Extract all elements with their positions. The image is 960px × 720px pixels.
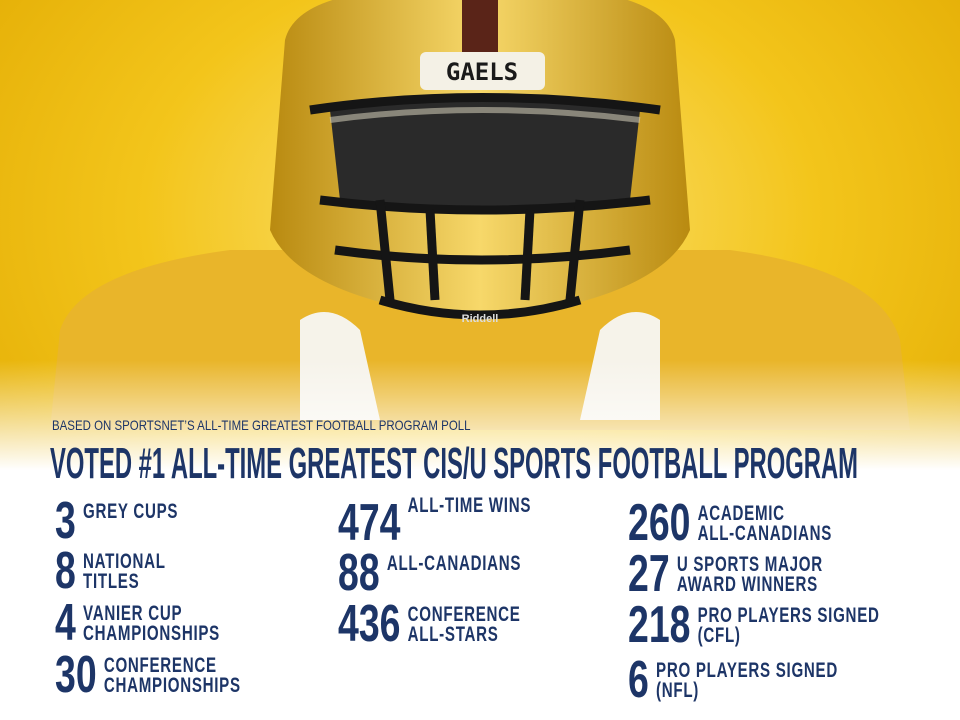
stat: 6 PRO PLAYERS SIGNED(NFL) <box>628 650 838 709</box>
nameplate <box>420 52 545 90</box>
subtitle: BASED ON SPORTSNET’S ALL-TIME GREATEST F… <box>52 417 471 433</box>
visor-reflection <box>329 107 641 123</box>
stat-label: CHAMPIONSHIPS <box>104 672 241 696</box>
stat-label: CONFERENCE <box>408 601 521 625</box>
stat-label: CHAMPIONSHIPS <box>83 620 220 644</box>
white-panel <box>0 470 960 720</box>
stat-number: 3 <box>55 491 76 550</box>
helmet-brand: Riddell <box>462 313 499 325</box>
stat-label: ALL-TIME WINS <box>408 492 531 516</box>
stat-label: ALL-CANADIANS <box>387 550 521 574</box>
helmet-label: GAELS <box>446 58 518 86</box>
helmet-stripe <box>462 0 498 55</box>
stat-label: ALL-CANADIANS <box>698 520 832 544</box>
stat: 474 ALL-TIME WINS <box>338 492 531 552</box>
visor <box>330 100 640 208</box>
stat-label: ALL-STARS <box>408 621 499 645</box>
stat-label: AWARD WINNERS <box>677 571 818 595</box>
title: VOTED #1 ALL-TIME GREATEST CIS/U SPORTS … <box>50 439 858 488</box>
stat-number: 6 <box>628 650 649 709</box>
facemask <box>309 93 661 320</box>
fade <box>0 360 960 470</box>
stat-number: 8 <box>55 541 76 600</box>
stat-label: TITLES <box>83 568 139 592</box>
stat-number: 474 <box>338 493 400 552</box>
stat-number: 260 <box>628 493 690 552</box>
stat-number: 4 <box>55 593 76 652</box>
stat-label: VANIER CUP <box>83 600 182 624</box>
stat-label: U SPORTS MAJOR <box>677 551 823 575</box>
stat-label: CONFERENCE <box>104 652 217 676</box>
stat-number: 27 <box>628 544 670 603</box>
stat-number: 30 <box>55 645 97 704</box>
stat-number: 436 <box>338 594 400 653</box>
stat-label: (CFL) <box>698 622 741 646</box>
stat: 3 GREY CUPS <box>55 491 178 550</box>
stat-label: GREY CUPS <box>83 498 178 522</box>
stat-label: PRO PLAYERS SIGNED <box>698 602 880 626</box>
stat-label: NATIONAL <box>83 548 166 572</box>
stat-number: 88 <box>338 543 380 602</box>
stat-label: ACADEMIC <box>698 500 785 524</box>
stat: 218 PRO PLAYERS SIGNED(CFL) <box>628 595 880 654</box>
stat-label: PRO PLAYERS SIGNED <box>656 657 838 681</box>
stat-label: (NFL) <box>656 677 699 701</box>
stat: 88 ALL-CANADIANS <box>338 543 521 602</box>
stat-number: 218 <box>628 595 690 654</box>
